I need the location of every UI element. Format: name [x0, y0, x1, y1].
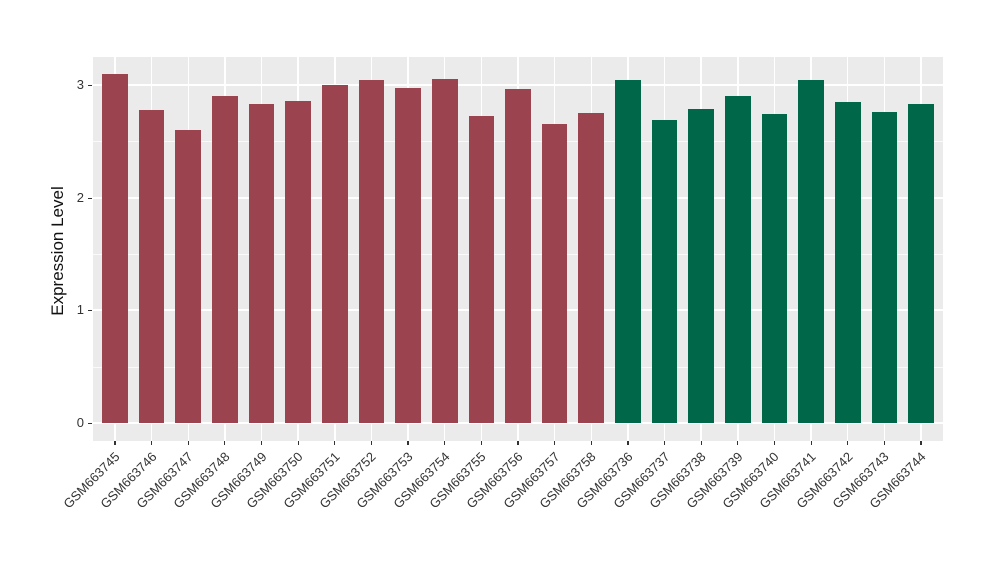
- y-tick-label-0: 0: [76, 415, 84, 430]
- x-tick-mark-GSM663738: [700, 441, 702, 445]
- bar-GSM663743: [871, 111, 898, 423]
- y-tick-label-3: 3: [76, 76, 84, 92]
- y-tick-mark-0: [88, 423, 92, 425]
- x-tick-mark-GSM663740: [773, 441, 776, 445]
- bar-GSM663746: [138, 109, 165, 423]
- y-tick-mark-1: [88, 310, 92, 312]
- bar-GSM663748: [212, 96, 238, 423]
- plot-panel: [93, 57, 943, 441]
- bar-GSM663740: [761, 114, 788, 423]
- x-tick-mark-GSM663758: [590, 441, 592, 445]
- x-tick-mark-GSM663742: [847, 441, 849, 445]
- x-tick-mark-GSM663748: [224, 441, 226, 445]
- x-tick-mark-GSM663744: [920, 441, 922, 445]
- bar-GSM663747: [175, 129, 202, 423]
- bar-GSM663744: [908, 104, 934, 423]
- x-tick-mark-GSM663743: [883, 441, 885, 445]
- x-tick-mark-GSM663746: [151, 441, 153, 445]
- bar-GSM663741: [798, 80, 824, 423]
- bar-GSM663757: [541, 124, 568, 423]
- y-tick-mark-3: [88, 84, 92, 87]
- bar-GSM663739: [725, 96, 751, 423]
- bar-GSM663751: [321, 84, 348, 423]
- x-tick-mark-GSM663745: [114, 441, 116, 445]
- x-tick-mark-GSM663749: [260, 441, 263, 445]
- bar-GSM663745: [102, 73, 128, 423]
- x-tick-mark-GSM663739: [737, 441, 739, 445]
- x-tick-mark-GSM663747: [187, 441, 189, 445]
- bar-GSM663742: [834, 101, 861, 423]
- x-tick-mark-GSM663750: [297, 441, 299, 445]
- x-tick-mark-GSM663756: [517, 441, 519, 445]
- bar-GSM663736: [615, 80, 641, 423]
- bar-GSM663738: [688, 108, 714, 423]
- bar-GSM663754: [431, 79, 458, 423]
- bar-GSM663749: [248, 104, 275, 423]
- y-tick-label-2: 2: [76, 189, 84, 205]
- x-tick-mark-GSM663753: [407, 441, 409, 445]
- bar-GSM663753: [395, 88, 421, 423]
- bar-GSM663752: [358, 80, 385, 423]
- bar-GSM663758: [578, 113, 605, 423]
- x-tick-mark-GSM663741: [810, 441, 812, 445]
- y-axis-title: Expression Level: [48, 186, 67, 316]
- y-tick-label-1: 1: [76, 302, 84, 318]
- x-tick-mark-GSM663736: [627, 441, 629, 445]
- bar-GSM663737: [651, 119, 678, 423]
- x-tick-mark-GSM663754: [444, 441, 446, 445]
- x-tick-mark-GSM663737: [663, 441, 666, 445]
- x-tick-mark-GSM663757: [554, 441, 556, 445]
- bar-GSM663750: [285, 100, 311, 423]
- x-tick-mark-GSM663751: [334, 441, 336, 445]
- y-tick-mark-2: [88, 197, 92, 199]
- bar-GSM663756: [505, 89, 531, 423]
- bar-GSM663755: [468, 116, 495, 423]
- x-tick-mark-GSM663752: [370, 441, 373, 445]
- x-tick-mark-GSM663755: [480, 441, 482, 445]
